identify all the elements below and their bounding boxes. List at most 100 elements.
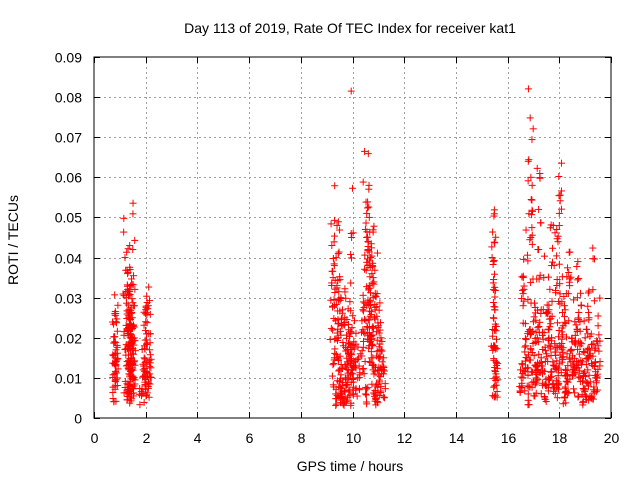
data-point <box>377 365 385 373</box>
data-point <box>345 339 353 347</box>
x-tick-label: 4 <box>194 430 202 446</box>
data-point <box>330 296 338 304</box>
data-point <box>561 365 569 373</box>
data-point <box>572 321 580 329</box>
data-point <box>331 335 339 343</box>
data-point <box>556 191 564 199</box>
data-point <box>337 331 345 339</box>
data-point <box>489 325 497 333</box>
data-point <box>125 308 133 316</box>
data-point <box>528 368 536 376</box>
data-point <box>493 388 501 396</box>
data-point <box>550 262 558 270</box>
data-point <box>523 364 531 372</box>
data-point <box>328 242 336 250</box>
x-tick-label: 2 <box>143 430 151 446</box>
y-tick-label: 0.03 <box>55 291 82 307</box>
data-point <box>375 376 383 384</box>
data-point <box>333 354 341 362</box>
data-point <box>566 375 574 383</box>
data-point <box>362 398 370 406</box>
data-point <box>334 250 342 258</box>
data-point <box>363 258 371 266</box>
data-point <box>124 380 132 388</box>
data-point <box>534 375 542 383</box>
data-point <box>375 391 383 399</box>
data-point <box>596 362 604 370</box>
data-point <box>123 392 131 400</box>
data-point <box>126 291 134 299</box>
data-point <box>577 289 585 297</box>
data-point <box>582 393 590 401</box>
data-point <box>525 156 533 164</box>
data-point <box>533 164 541 172</box>
data-point <box>361 265 369 273</box>
data-point <box>555 209 563 217</box>
data-point <box>364 233 372 241</box>
data-point <box>122 321 130 329</box>
data-point <box>362 391 370 399</box>
data-point <box>554 372 562 380</box>
data-point <box>519 374 527 382</box>
y-tick-label: 0.02 <box>55 331 82 347</box>
data-point <box>360 303 368 311</box>
data-point <box>375 371 383 379</box>
data-point <box>362 219 370 227</box>
data-point <box>141 326 149 334</box>
data-point <box>524 401 532 409</box>
data-point <box>529 275 537 283</box>
data-point <box>552 376 560 384</box>
data-point <box>526 114 534 122</box>
data-point <box>332 351 340 359</box>
data-point <box>368 252 376 260</box>
data-point <box>367 289 375 297</box>
data-point <box>570 339 578 347</box>
y-tick-label: 0.05 <box>55 210 82 226</box>
data-point <box>361 390 369 398</box>
data-point <box>332 385 340 393</box>
data-point <box>567 345 575 353</box>
data-point <box>521 368 529 376</box>
data-point <box>379 393 387 401</box>
data-point <box>490 314 498 322</box>
data-point <box>580 385 588 393</box>
data-point <box>589 352 597 360</box>
data-point <box>521 348 529 356</box>
data-point <box>125 365 133 373</box>
data-point <box>559 331 567 339</box>
data-point <box>349 229 357 237</box>
data-point <box>145 356 153 364</box>
data-point <box>541 347 549 355</box>
data-point <box>532 379 540 387</box>
data-point <box>579 348 587 356</box>
data-point <box>347 254 355 262</box>
data-point <box>583 325 591 333</box>
data-point <box>565 248 573 256</box>
data-point <box>545 341 553 349</box>
data-point <box>527 279 535 287</box>
outlier-point <box>347 87 355 95</box>
data-point <box>576 367 584 375</box>
data-point <box>327 324 335 332</box>
data-point <box>366 337 374 345</box>
data-point <box>344 380 352 388</box>
data-point <box>589 255 597 263</box>
data-point <box>130 302 138 310</box>
data-point <box>576 327 584 335</box>
data-point <box>145 379 153 387</box>
data-point <box>126 399 134 407</box>
data-point <box>584 346 592 354</box>
data-point <box>381 394 389 402</box>
data-point <box>331 345 339 353</box>
data-point <box>373 336 381 344</box>
data-point <box>368 244 376 252</box>
data-point <box>519 290 527 298</box>
data-point <box>374 383 382 391</box>
data-point <box>129 210 137 218</box>
data-point <box>527 345 535 353</box>
data-point <box>537 358 545 366</box>
data-point <box>564 264 572 272</box>
data-point <box>361 358 369 366</box>
data-point <box>353 392 361 400</box>
data-point <box>570 385 578 393</box>
